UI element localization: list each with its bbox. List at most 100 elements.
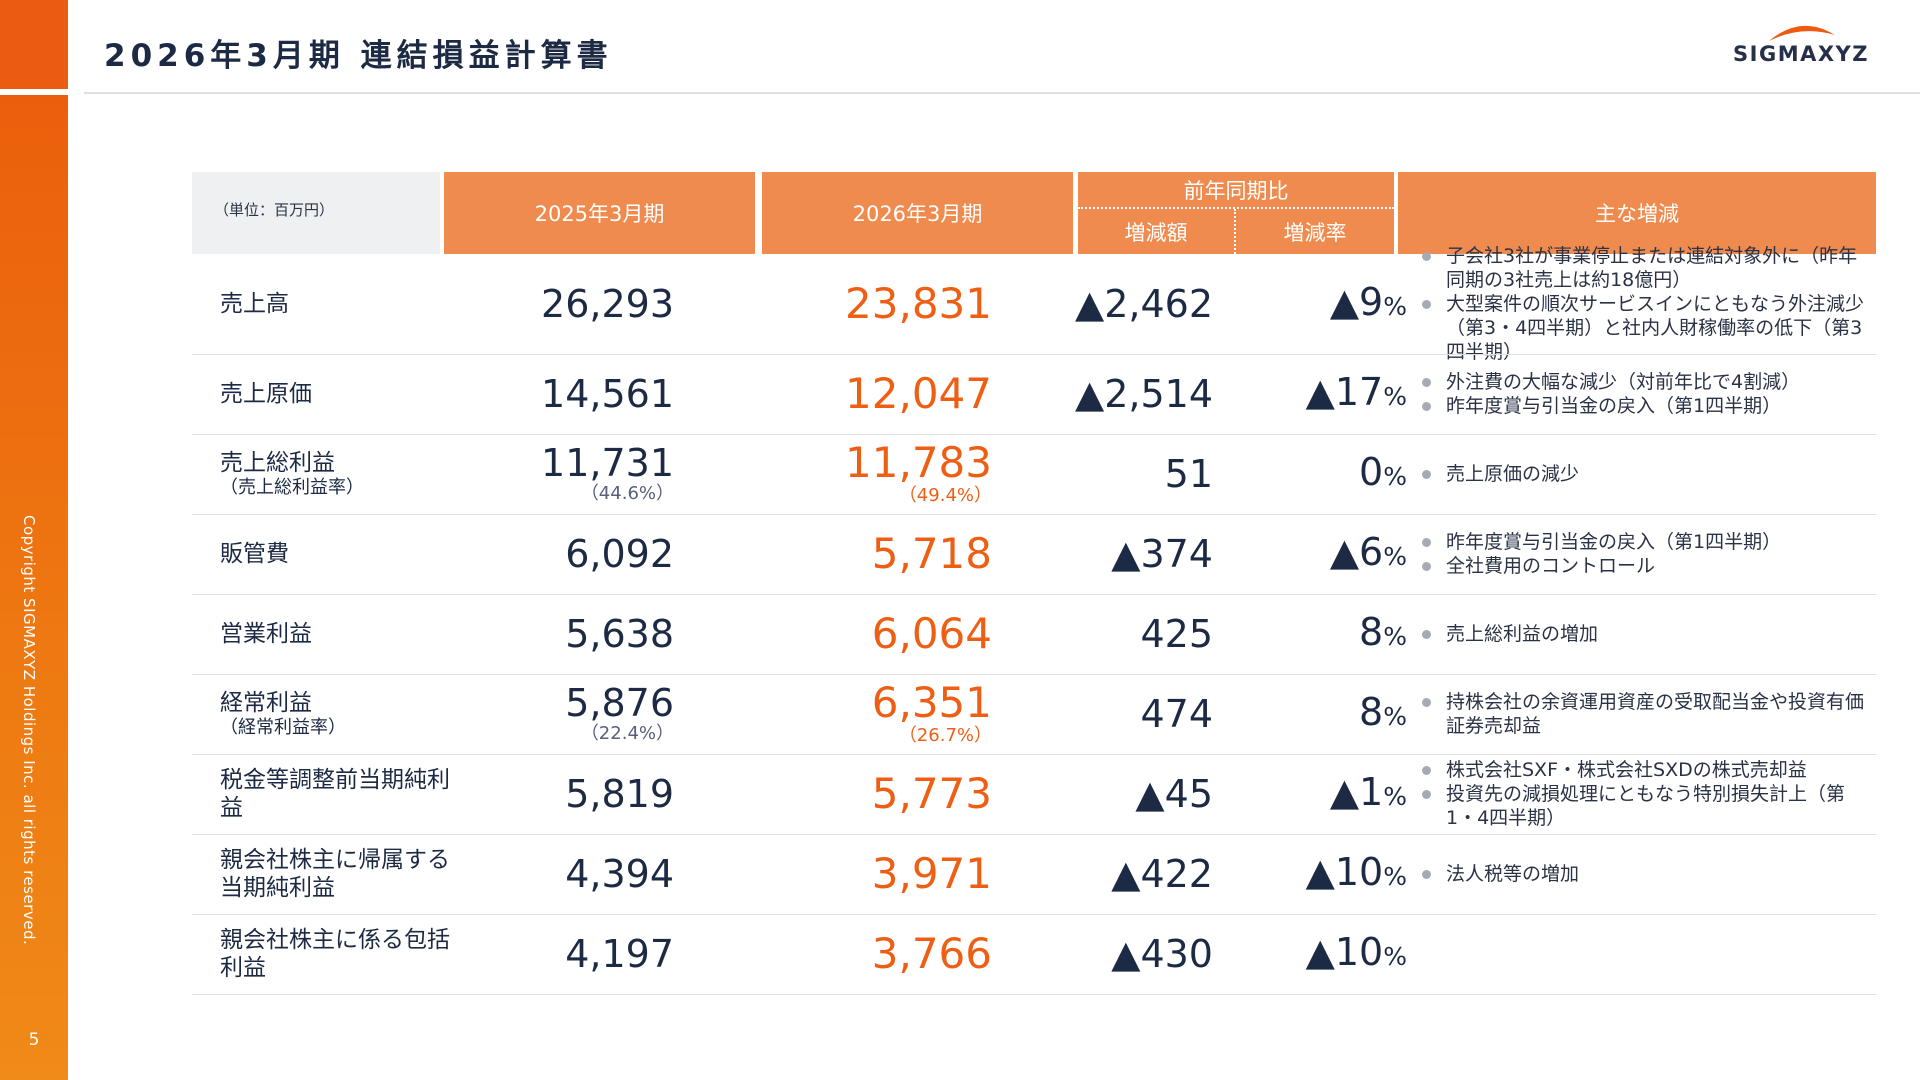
value-diff-amount: ▲45 — [1135, 772, 1213, 816]
row-divider — [192, 594, 1876, 595]
note-item: 持株会社の余資運用資産の受取配当金や投資有価証券売却益 — [1408, 690, 1876, 738]
sidebar-top-block — [0, 0, 68, 89]
value-fy2026-margin: （49.4%） — [898, 485, 992, 506]
value-diff: ▲2,514 — [1042, 354, 1213, 434]
value-diff: ▲430 — [1042, 914, 1213, 994]
row-label-main: 税金等調整前当期純利益 — [220, 767, 450, 821]
value-rate-percent: % — [1383, 861, 1407, 891]
value-diff: ▲45 — [1042, 754, 1213, 834]
header-fy2026: 2026年3月期 — [762, 172, 1073, 254]
value-rate-amount: ▲1% — [1330, 772, 1407, 817]
row-label: 親会社株主に帰属する当期純利益 — [220, 834, 460, 914]
value-rate-number: ▲1 — [1329, 769, 1384, 814]
value-rate-percent: % — [1383, 381, 1407, 411]
row-divider — [192, 434, 1876, 435]
row-divider — [192, 674, 1876, 675]
row-notes: 売上総利益の増加 — [1408, 594, 1876, 674]
value-diff: 51 — [1042, 434, 1213, 514]
note-item: 大型案件の順次サービスインにともなう外注減少（第3・4四半期）と社内人財稼働率の… — [1408, 292, 1876, 364]
row-label-main: 親会社株主に係る包括利益 — [220, 927, 450, 981]
note-item: 売上総利益の増加 — [1408, 622, 1876, 646]
value-fy2026-amount: 23,831 — [845, 279, 992, 328]
page-title: 2026年3月期 連結損益計算書 — [104, 38, 613, 74]
value-fy2026-amount: 3,971 — [871, 849, 992, 898]
value-rate-amount: 0% — [1359, 452, 1407, 497]
value-fy2026: 3,971 — [758, 834, 992, 914]
row-label-main: 売上総利益 — [220, 450, 335, 476]
value-fy2026: 6,064 — [758, 594, 992, 674]
value-rate: ▲6% — [1232, 514, 1407, 594]
value-fy2025: 26,293 — [442, 254, 674, 354]
row-notes: 外注費の大幅な減少（対前年比で4割減） 昨年度賞与引当金の戻入（第1四半期） — [1408, 354, 1876, 434]
row-label-main: 販管費 — [220, 541, 289, 567]
row-divider — [192, 834, 1876, 835]
value-rate-percent: % — [1383, 621, 1407, 651]
header-divider — [84, 92, 1920, 94]
row-label: 売上原価 — [220, 354, 460, 434]
value-rate-number: 8 — [1359, 689, 1384, 734]
value-rate-percent: % — [1383, 781, 1407, 811]
value-fy2026-amount: 6,351 — [871, 678, 992, 727]
header-fy2025: 2025年3月期 — [444, 172, 755, 254]
header-notes: 主な増減 — [1398, 172, 1876, 254]
header-rate: 増減率 — [1236, 209, 1394, 254]
value-rate: 8% — [1232, 674, 1407, 754]
header-yoy: 前年同期比 — [1078, 172, 1394, 209]
value-fy2025: 5,819 — [442, 754, 674, 834]
value-rate: ▲17% — [1232, 354, 1407, 434]
value-rate-number: 0 — [1359, 449, 1384, 494]
note-item: 昨年度賞与引当金の戻入（第1四半期） — [1408, 530, 1876, 554]
value-fy2026-amount: 11,783 — [845, 438, 992, 487]
unit-label: （単位：百万円） — [192, 172, 440, 254]
note-item: 子会社3社が事業停止または連結対象外に（昨年同期の3社売上は約18億円） — [1408, 244, 1876, 292]
value-rate-number: ▲6 — [1329, 529, 1384, 574]
logo-wordmark: SIGMAXYZ — [1733, 42, 1869, 66]
value-rate-number: ▲10 — [1305, 929, 1384, 974]
value-diff: 474 — [1042, 674, 1213, 754]
value-fy2025-amount: 5,876 — [565, 681, 674, 725]
value-rate: ▲9% — [1232, 254, 1407, 354]
sidebar-body-block — [0, 95, 68, 1080]
value-fy2026: 12,047 — [758, 354, 992, 434]
value-diff-amount: 51 — [1164, 452, 1213, 496]
note-item: 売上原価の減少 — [1408, 462, 1876, 486]
value-fy2025: 4,197 — [442, 914, 674, 994]
row-notes: 持株会社の余資運用資産の受取配当金や投資有価証券売却益 — [1408, 674, 1876, 754]
value-fy2025-amount: 4,197 — [565, 932, 674, 976]
value-fy2025-amount: 5,819 — [565, 772, 674, 816]
value-fy2026: 23,831 — [758, 254, 992, 354]
value-rate: ▲10% — [1232, 834, 1407, 914]
row-label: 売上総利益 （売上総利益率） — [220, 434, 460, 514]
value-diff-amount: 425 — [1140, 612, 1213, 656]
value-rate-number: ▲10 — [1305, 849, 1384, 894]
value-diff-amount: 474 — [1140, 692, 1213, 736]
value-fy2026-amount: 5,718 — [871, 529, 992, 578]
row-notes: 株式会社SXF・株式会社SXDの株式売却益 投資先の減損処理にともなう特別損失計上… — [1408, 754, 1876, 834]
value-rate-percent: % — [1383, 291, 1407, 321]
value-fy2025-amount: 5,638 — [565, 612, 674, 656]
row-notes — [1408, 914, 1876, 994]
value-fy2025-amount: 6,092 — [565, 532, 674, 576]
value-diff: 425 — [1042, 594, 1213, 674]
copyright-text: Copyright SIGMAXYZ Holdings Inc. all rig… — [20, 515, 38, 946]
value-rate: ▲1% — [1232, 754, 1407, 834]
row-label: 税金等調整前当期純利益 — [220, 754, 460, 834]
value-fy2026: 11,783 （49.4%） — [758, 434, 992, 514]
note-item: 外注費の大幅な減少（対前年比で4割減） — [1408, 370, 1876, 394]
row-label-main: 売上原価 — [220, 381, 312, 407]
value-fy2025: 5,876 （22.4%） — [442, 674, 674, 754]
value-diff-amount: ▲374 — [1111, 532, 1213, 576]
row-divider — [192, 354, 1876, 355]
value-rate-number: 8 — [1359, 609, 1384, 654]
value-rate: ▲10% — [1232, 914, 1407, 994]
value-rate-number: ▲9 — [1329, 279, 1384, 324]
value-rate-percent: % — [1383, 701, 1407, 731]
value-fy2025: 14,561 — [442, 354, 674, 434]
value-diff-amount: ▲2,514 — [1074, 372, 1213, 416]
value-rate: 0% — [1232, 434, 1407, 514]
row-divider — [192, 994, 1876, 995]
value-rate-amount: 8% — [1359, 612, 1407, 657]
row-notes: 法人税等の増加 — [1408, 834, 1876, 914]
row-label-main: 売上高 — [220, 291, 289, 317]
value-fy2026: 5,773 — [758, 754, 992, 834]
